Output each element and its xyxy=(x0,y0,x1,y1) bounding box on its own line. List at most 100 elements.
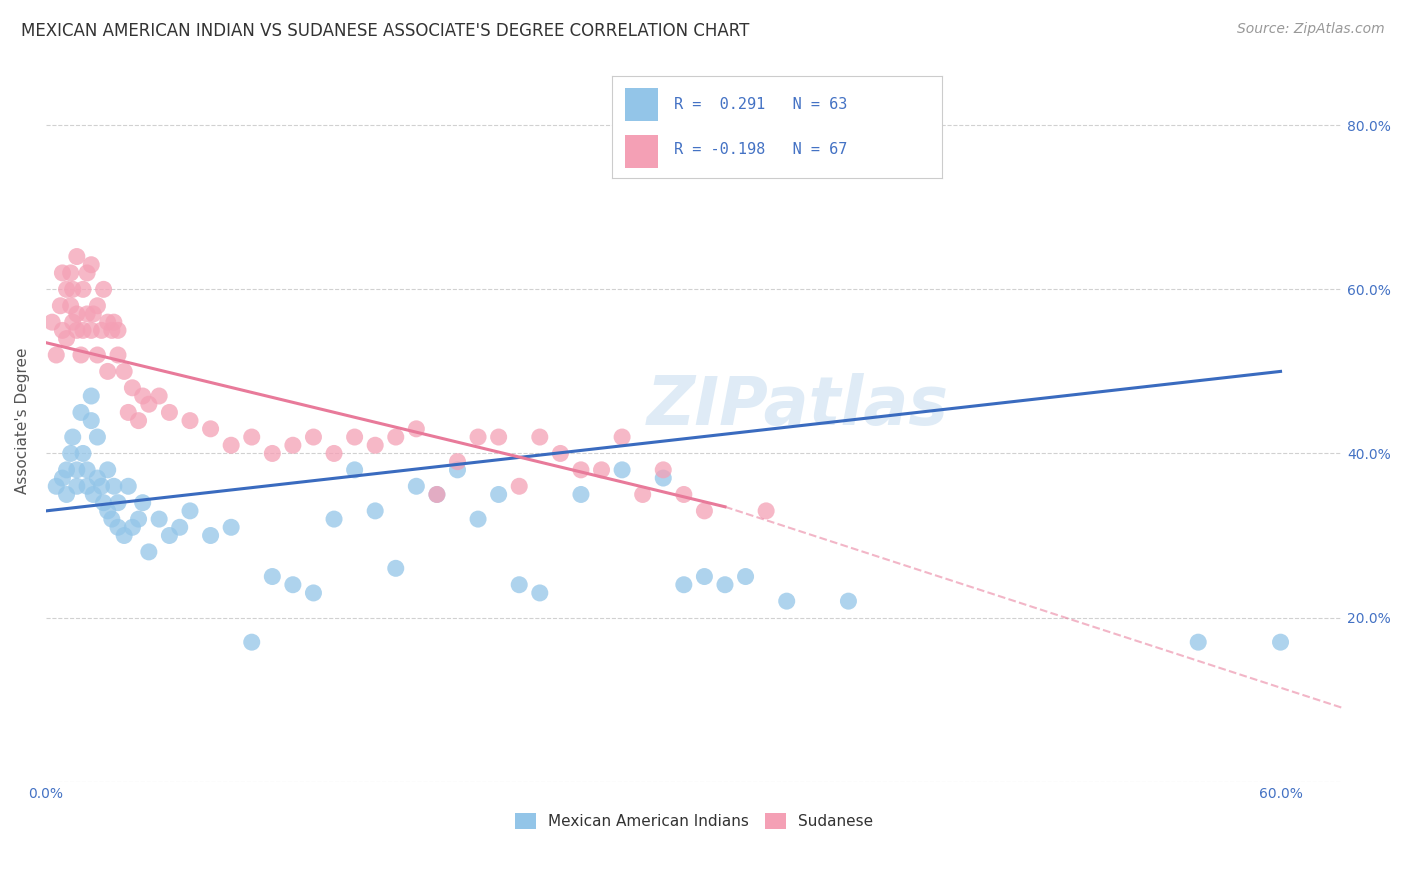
Point xyxy=(426,487,449,501)
Text: ZIPatlas: ZIPatlas xyxy=(647,373,949,439)
Point xyxy=(837,594,859,608)
Y-axis label: Associate's Degree: Associate's Degree xyxy=(15,347,30,494)
Point xyxy=(70,348,93,362)
Point xyxy=(631,487,654,501)
Point xyxy=(59,299,82,313)
Point xyxy=(76,307,98,321)
Point xyxy=(72,446,94,460)
Point xyxy=(148,389,170,403)
Point xyxy=(446,455,468,469)
Point xyxy=(488,430,510,444)
Point xyxy=(103,315,125,329)
Point xyxy=(148,512,170,526)
Point xyxy=(51,266,73,280)
Point xyxy=(62,282,84,296)
Point xyxy=(97,315,120,329)
Point xyxy=(101,512,124,526)
Point xyxy=(97,463,120,477)
Point xyxy=(138,397,160,411)
Point xyxy=(693,504,716,518)
Point xyxy=(93,496,115,510)
Point xyxy=(652,471,675,485)
Point xyxy=(66,323,89,337)
Point xyxy=(45,479,67,493)
Point xyxy=(169,520,191,534)
Point xyxy=(693,569,716,583)
Point xyxy=(219,438,242,452)
Point xyxy=(529,430,551,444)
Point xyxy=(323,446,346,460)
Point xyxy=(55,282,77,296)
Point xyxy=(128,414,150,428)
Point xyxy=(302,430,325,444)
Point xyxy=(82,307,104,321)
Point xyxy=(107,520,129,534)
Point xyxy=(80,323,103,337)
Point xyxy=(66,307,89,321)
Point xyxy=(508,578,530,592)
Point xyxy=(179,414,201,428)
Point xyxy=(51,323,73,337)
Point xyxy=(80,258,103,272)
Point xyxy=(569,463,592,477)
Point xyxy=(72,282,94,296)
Text: MEXICAN AMERICAN INDIAN VS SUDANESE ASSOCIATE'S DEGREE CORRELATION CHART: MEXICAN AMERICAN INDIAN VS SUDANESE ASSO… xyxy=(21,22,749,40)
Point xyxy=(755,504,778,518)
Point xyxy=(70,405,93,419)
Point xyxy=(128,512,150,526)
Point xyxy=(467,430,489,444)
Point xyxy=(240,635,263,649)
Point xyxy=(1270,635,1292,649)
Text: R =  0.291   N = 63: R = 0.291 N = 63 xyxy=(675,97,848,112)
Point xyxy=(302,586,325,600)
Point xyxy=(82,487,104,501)
Point xyxy=(1187,635,1209,649)
Point xyxy=(97,504,120,518)
Point xyxy=(426,487,449,501)
Point xyxy=(90,479,112,493)
Point xyxy=(591,463,613,477)
Point xyxy=(49,299,72,313)
Point xyxy=(384,430,406,444)
Point xyxy=(117,405,139,419)
Point xyxy=(569,487,592,501)
Point xyxy=(59,266,82,280)
Point xyxy=(550,446,572,460)
Point xyxy=(55,487,77,501)
Bar xyxy=(624,136,658,168)
Point xyxy=(652,463,675,477)
Point xyxy=(323,512,346,526)
Point xyxy=(714,578,737,592)
Point xyxy=(281,438,304,452)
Point xyxy=(488,487,510,501)
Point xyxy=(200,528,222,542)
Point xyxy=(86,471,108,485)
Point xyxy=(112,364,135,378)
Point xyxy=(446,463,468,477)
Point xyxy=(66,463,89,477)
Point xyxy=(80,389,103,403)
Point xyxy=(51,471,73,485)
Point xyxy=(219,520,242,534)
Point xyxy=(262,569,284,583)
Point xyxy=(93,282,115,296)
Point xyxy=(80,414,103,428)
Point xyxy=(76,463,98,477)
Point xyxy=(364,504,387,518)
Point xyxy=(610,430,633,444)
Point xyxy=(131,496,153,510)
Point xyxy=(734,569,756,583)
Point xyxy=(86,299,108,313)
Point xyxy=(529,586,551,600)
Point xyxy=(672,578,695,592)
Text: Source: ZipAtlas.com: Source: ZipAtlas.com xyxy=(1237,22,1385,37)
Point xyxy=(343,430,366,444)
Point xyxy=(610,463,633,477)
Point xyxy=(200,422,222,436)
Point xyxy=(138,545,160,559)
Point xyxy=(240,430,263,444)
Point xyxy=(121,381,143,395)
Point xyxy=(41,315,63,329)
Point xyxy=(405,479,427,493)
Point xyxy=(281,578,304,592)
